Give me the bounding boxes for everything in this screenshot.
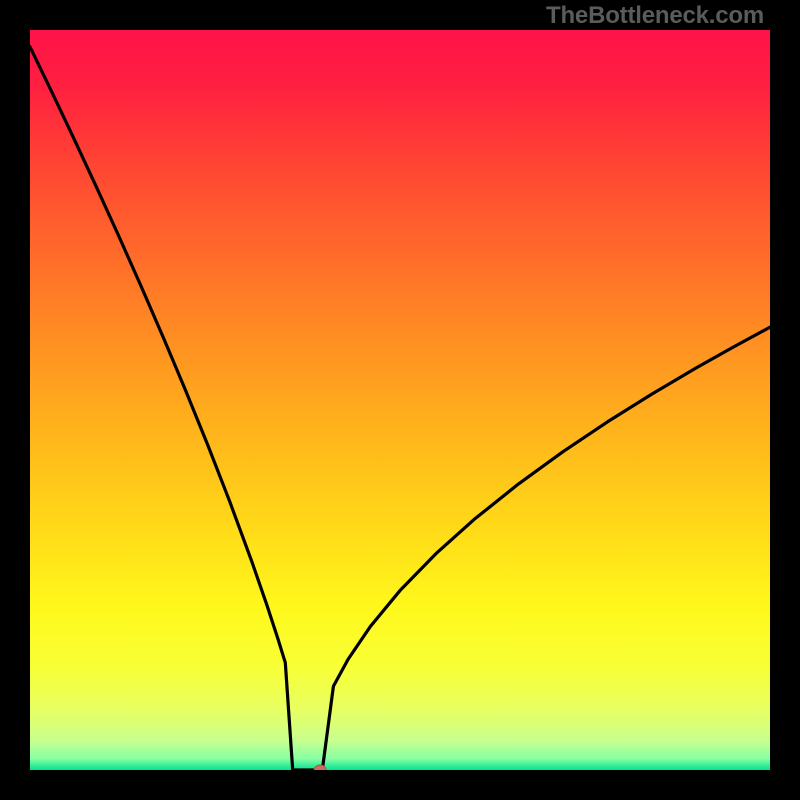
chart-background <box>30 30 770 770</box>
watermark-text: TheBottleneck.com <box>546 2 764 30</box>
frame: TheBottleneck.com <box>0 0 800 800</box>
bottleneck-chart <box>30 30 770 770</box>
